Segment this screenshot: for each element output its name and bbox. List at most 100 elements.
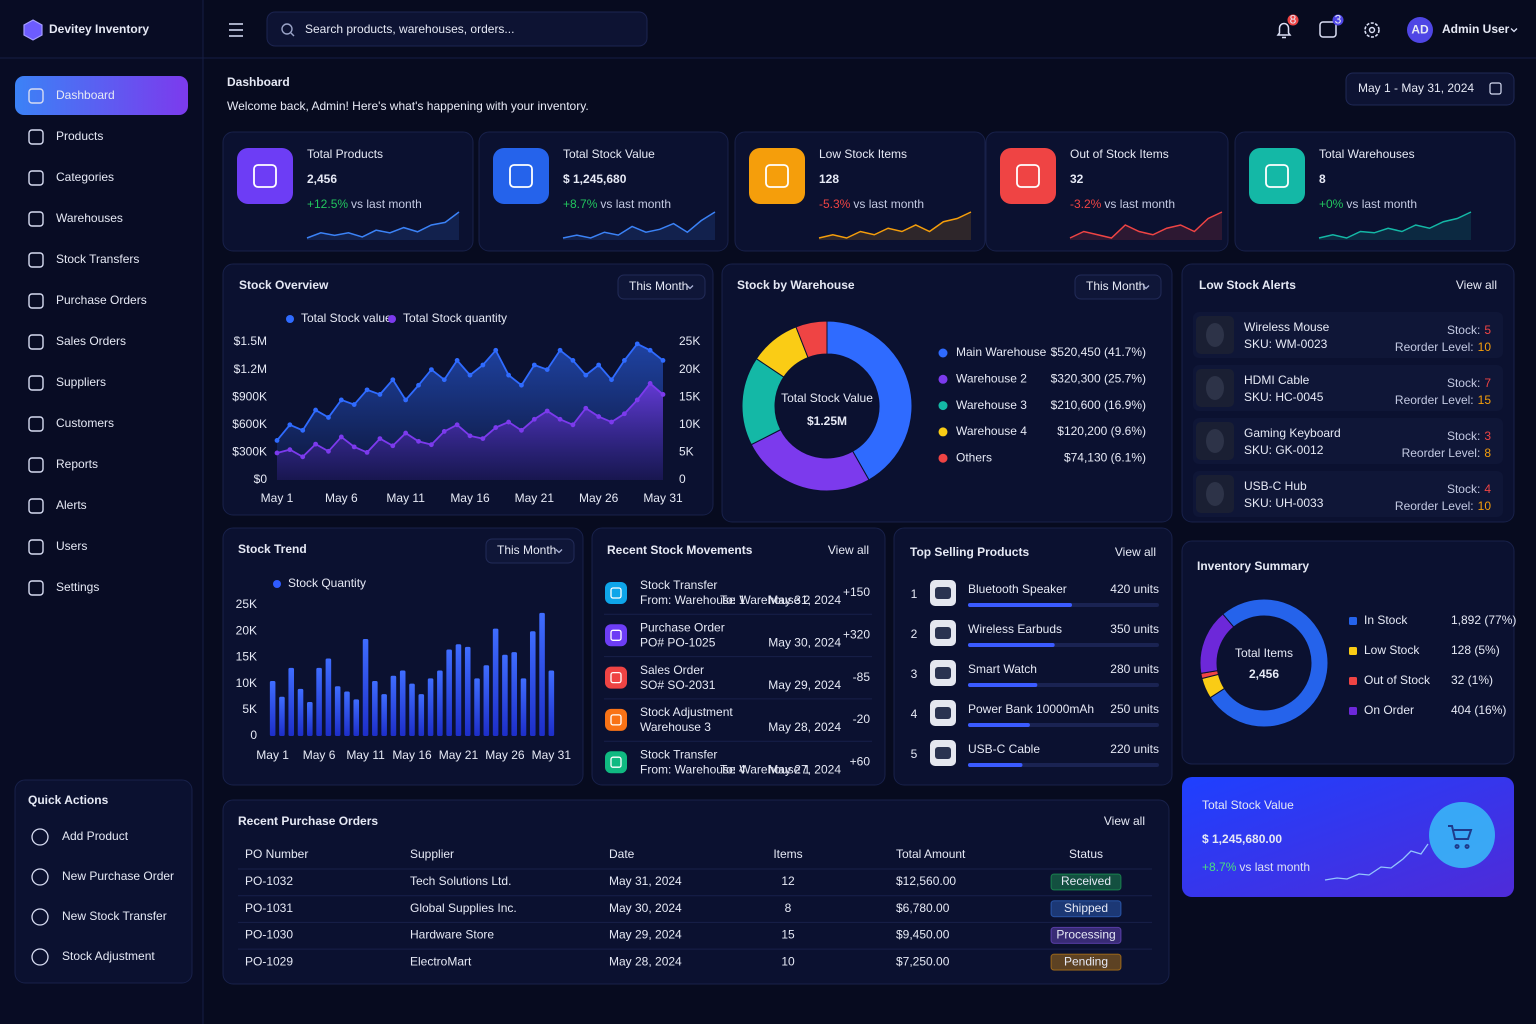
movement-qty: +60	[850, 754, 871, 768]
bar	[353, 699, 360, 736]
point	[609, 419, 614, 425]
bar	[381, 694, 387, 736]
filter-dropdown[interactable]	[485, 538, 575, 564]
x-tick-label: May 31	[532, 748, 572, 762]
nav-item[interactable]: Suppliers	[56, 375, 106, 389]
product-thumbnail-glyph	[1206, 482, 1224, 506]
nav-icon	[28, 170, 44, 186]
bar	[474, 678, 480, 736]
nav-item[interactable]: Stock Transfers	[56, 252, 139, 266]
y-tick-label: 5K	[242, 702, 257, 716]
quick-action[interactable]: New Purchase Order	[62, 869, 174, 883]
bar	[334, 686, 341, 736]
nav-item[interactable]: Sales Orders	[56, 334, 126, 348]
kpi-icon-glyph	[1016, 164, 1040, 188]
x-tick-label: May 31	[643, 491, 683, 505]
nav-item[interactable]: Users	[56, 539, 87, 553]
nav-icon	[28, 334, 44, 350]
view-all-link[interactable]: View all	[1115, 545, 1156, 559]
movement-type: Purchase Order	[640, 620, 725, 634]
filter-dropdown[interactable]	[1074, 274, 1162, 300]
alert-row	[1193, 471, 1503, 517]
quick-action[interactable]: Stock Adjustment	[62, 949, 155, 963]
bar	[409, 683, 415, 736]
product-sku: SKU: GK-0012	[1244, 443, 1324, 457]
nav-item[interactable]: Purchase Orders	[56, 293, 147, 307]
product-thumbnail-glyph	[935, 667, 951, 679]
search-box[interactable]	[266, 11, 648, 47]
point	[441, 429, 447, 434]
product-name: Smart Watch	[968, 662, 1037, 676]
movement-icon	[605, 624, 627, 647]
point	[493, 425, 499, 430]
table-header: Date	[609, 847, 635, 861]
sparkline-area	[307, 212, 459, 240]
kpi-icon-glyph	[1265, 164, 1289, 188]
quick-action[interactable]: New Stock Transfer	[62, 909, 167, 923]
nav-icon	[28, 416, 44, 432]
point	[583, 405, 589, 411]
table-header: Supplier	[410, 847, 454, 861]
settings-icon[interactable]	[1364, 22, 1380, 38]
bell-icon[interactable]	[1276, 22, 1292, 39]
nav-item[interactable]: Products	[56, 129, 103, 143]
point	[377, 436, 383, 441]
point	[622, 411, 627, 417]
y2-tick-label: 15K	[679, 389, 700, 403]
kpi-change: +12.5% vs last month	[307, 197, 422, 211]
kpi-icon	[1249, 148, 1305, 204]
nav-item[interactable]: Customers	[56, 416, 114, 430]
point	[544, 408, 550, 414]
sparkline-area	[1070, 212, 1222, 240]
nav-item[interactable]: Reports	[56, 457, 98, 471]
bar	[548, 670, 555, 736]
legend-swatch	[1349, 677, 1357, 685]
legend-label: Stock Quantity	[288, 576, 366, 590]
value-label: $520,450 (41.7%)	[1051, 345, 1146, 359]
cart-icon	[1448, 825, 1473, 849]
product-name: USB-C Hub	[1244, 479, 1307, 493]
movement-detail: To: Warehouse 1	[720, 762, 811, 776]
date-picker[interactable]	[1345, 72, 1515, 106]
calendar-icon	[1489, 82, 1502, 95]
rank: 5	[911, 747, 918, 761]
view-all-link[interactable]: View all	[1104, 814, 1145, 828]
point	[454, 358, 460, 363]
table-cell: $12,560.00	[896, 874, 956, 888]
legend-label: Low Stock	[1364, 643, 1420, 657]
legend-swatch	[938, 374, 948, 384]
product-thumbnail-glyph	[935, 587, 951, 599]
sparkline	[306, 211, 460, 239]
stock-value: 7	[1484, 376, 1491, 390]
nav-item[interactable]: Settings	[56, 580, 99, 594]
nav-item[interactable]: Warehouses	[56, 211, 123, 225]
change-percent: +8.7%	[1202, 860, 1237, 874]
nav-item[interactable]: Categories	[56, 170, 114, 184]
chevron-icon	[1510, 28, 1518, 33]
view-all-link[interactable]: View all	[828, 543, 869, 557]
bar	[511, 652, 517, 736]
view-all-link[interactable]: View all	[1456, 278, 1497, 292]
donut-center-label: Total Stock Value	[781, 391, 873, 405]
units-sold: 220 units	[1110, 742, 1159, 756]
progress-bar	[968, 683, 1038, 687]
point	[274, 450, 280, 456]
legend-label: Others	[956, 450, 992, 464]
legend-label: Main Warehouse	[956, 345, 1047, 359]
filter-dropdown[interactable]	[617, 274, 706, 300]
nav-item[interactable]: Alerts	[56, 498, 87, 512]
message-icon[interactable]	[1319, 21, 1337, 38]
status-label: Shipped	[1064, 901, 1108, 915]
nav-item[interactable]: Dashboard	[56, 88, 115, 102]
nav-icon	[28, 252, 44, 268]
table-cell: Tech Solutions Ltd.	[410, 874, 511, 888]
stock-value: 5	[1484, 323, 1491, 337]
avatar[interactable]	[1407, 17, 1433, 43]
point	[287, 447, 293, 453]
table-header: Items	[773, 847, 802, 861]
point	[622, 358, 627, 363]
x-tick-label: May 6	[303, 748, 336, 762]
legend-swatch	[938, 348, 948, 358]
quick-action[interactable]: Add Product	[62, 829, 129, 843]
value-card-change: +8.7% vs last month	[1202, 860, 1310, 874]
